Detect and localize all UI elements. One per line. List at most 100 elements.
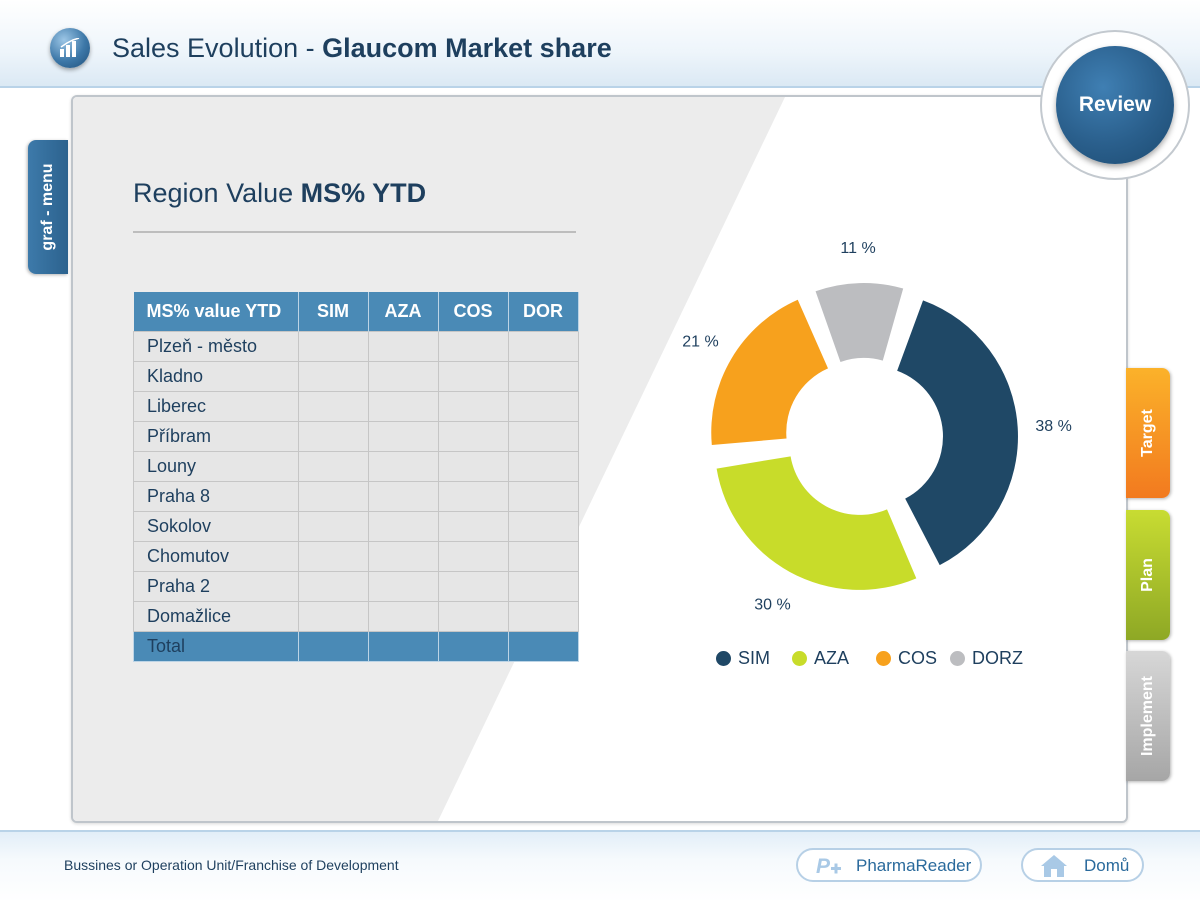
- review-label: Review: [1056, 46, 1174, 164]
- tab-target[interactable]: Target: [1126, 368, 1170, 498]
- tab-implement[interactable]: Implement: [1126, 651, 1170, 781]
- home-button[interactable]: Domů: [1021, 848, 1144, 882]
- table-cell[interactable]: [297, 481, 369, 512]
- home-label: Domů: [1084, 856, 1130, 875]
- table-cell[interactable]: [507, 511, 579, 542]
- row-region-name: Liberec: [133, 391, 299, 422]
- donut-slice-sim: [897, 300, 1018, 566]
- legend-label-cos: COS: [898, 648, 938, 668]
- section-title-prefix: Region Value: [133, 178, 301, 208]
- table-cell[interactable]: [367, 421, 439, 452]
- header-sim: SIM: [298, 292, 369, 332]
- page-title: Sales Evolution - Glaucom Market share: [112, 33, 612, 64]
- donut-slice-cos: [711, 299, 829, 446]
- tab-plan[interactable]: Plan: [1126, 510, 1170, 640]
- row-region-name: Praha 2: [133, 571, 299, 602]
- table-cell[interactable]: [297, 331, 369, 362]
- table-row: Chomutov: [133, 541, 579, 572]
- table-row: Kladno: [133, 361, 579, 392]
- total-cell: [437, 631, 509, 662]
- total-label: Total: [133, 631, 299, 662]
- row-region-name: Příbram: [133, 421, 299, 452]
- section-divider: [133, 231, 576, 233]
- bar-chart-icon: [50, 28, 90, 68]
- table-cell[interactable]: [437, 571, 509, 602]
- graf-menu-tab[interactable]: graf - menu: [28, 140, 68, 274]
- row-region-name: Praha 8: [133, 481, 299, 512]
- footer-text: Bussines or Operation Unit/Franchise of …: [64, 857, 399, 873]
- section-title-bold: MS% YTD: [300, 178, 427, 208]
- table-cell[interactable]: [507, 361, 579, 392]
- table-cell[interactable]: [507, 331, 579, 362]
- table-cell[interactable]: [297, 391, 369, 422]
- legend-swatch-sim: [716, 651, 731, 666]
- table-cell[interactable]: [367, 481, 439, 512]
- header-region: MS% value YTD: [133, 292, 299, 332]
- review-button[interactable]: Review: [1040, 30, 1190, 180]
- legend-swatch-aza: [792, 651, 807, 666]
- table-total-row: Total: [133, 631, 579, 662]
- pharmareader-label: PharmaReader: [856, 856, 972, 875]
- pharmareader-button[interactable]: P PharmaReader: [796, 848, 982, 882]
- table-row: Domažlice: [133, 601, 579, 632]
- table-cell[interactable]: [297, 511, 369, 542]
- header-bar: [0, 0, 1200, 88]
- table-cell[interactable]: [437, 361, 509, 392]
- page-title-prefix: Sales Evolution -: [112, 33, 323, 63]
- legend-swatch-dorz: [950, 651, 965, 666]
- table-row: Praha 2: [133, 571, 579, 602]
- table-cell[interactable]: [437, 421, 509, 452]
- donut-slice-aza: [716, 456, 917, 590]
- table-row: Příbram: [133, 421, 579, 452]
- table-cell[interactable]: [437, 511, 509, 542]
- legend-label-sim: SIM: [738, 648, 771, 668]
- ms-value-table: MS% value YTD SIM AZA COS DOR Plzeň - mě…: [133, 292, 579, 662]
- legend-swatch-cos: [876, 651, 891, 666]
- page-title-bold: Glaucom Market share: [322, 33, 612, 63]
- table-cell[interactable]: [367, 331, 439, 362]
- donut-slice-dorz: [815, 283, 904, 362]
- table-cell[interactable]: [297, 541, 369, 572]
- header-cos: COS: [438, 292, 509, 332]
- total-cell: [507, 631, 579, 662]
- table-row: Plzeň - město: [133, 331, 579, 362]
- total-cell: [367, 631, 439, 662]
- table-row: Liberec: [133, 391, 579, 422]
- row-region-name: Chomutov: [133, 541, 299, 572]
- home-icon: [1039, 854, 1069, 883]
- table-cell[interactable]: [437, 541, 509, 572]
- footer-bar: [0, 830, 1200, 902]
- table-row: Louny: [133, 451, 579, 482]
- donut-label-cos: 21 %: [682, 333, 718, 350]
- table-cell[interactable]: [367, 361, 439, 392]
- table-cell[interactable]: [437, 451, 509, 482]
- pharmareader-logo-icon: P: [814, 854, 844, 883]
- table-cell[interactable]: [507, 481, 579, 512]
- table-cell[interactable]: [507, 451, 579, 482]
- table-cell[interactable]: [437, 331, 509, 362]
- table-cell[interactable]: [507, 541, 579, 572]
- row-region-name: Plzeň - město: [133, 331, 299, 362]
- table-cell[interactable]: [437, 601, 509, 632]
- legend-label-dorz: DORZ: [972, 648, 1023, 668]
- table-cell[interactable]: [437, 391, 509, 422]
- section-title: Region Value MS% YTD: [133, 178, 426, 209]
- donut-label-aza: 30 %: [754, 596, 790, 613]
- table-row: Praha 8: [133, 481, 579, 512]
- table-cell[interactable]: [297, 601, 369, 632]
- row-region-name: Kladno: [133, 361, 299, 392]
- table-cell[interactable]: [507, 601, 579, 632]
- table-cell[interactable]: [507, 571, 579, 602]
- row-region-name: Sokolov: [133, 511, 299, 542]
- table-cell[interactable]: [507, 391, 579, 422]
- row-region-name: Domažlice: [133, 601, 299, 632]
- table-cell[interactable]: [367, 391, 439, 422]
- header-aza: AZA: [368, 292, 439, 332]
- header-dor: DOR: [508, 292, 579, 332]
- table-cell[interactable]: [507, 421, 579, 452]
- table-cell[interactable]: [297, 571, 369, 602]
- table-cell[interactable]: [437, 481, 509, 512]
- total-cell: [297, 631, 369, 662]
- donut-label-sim: 38 %: [1035, 418, 1071, 435]
